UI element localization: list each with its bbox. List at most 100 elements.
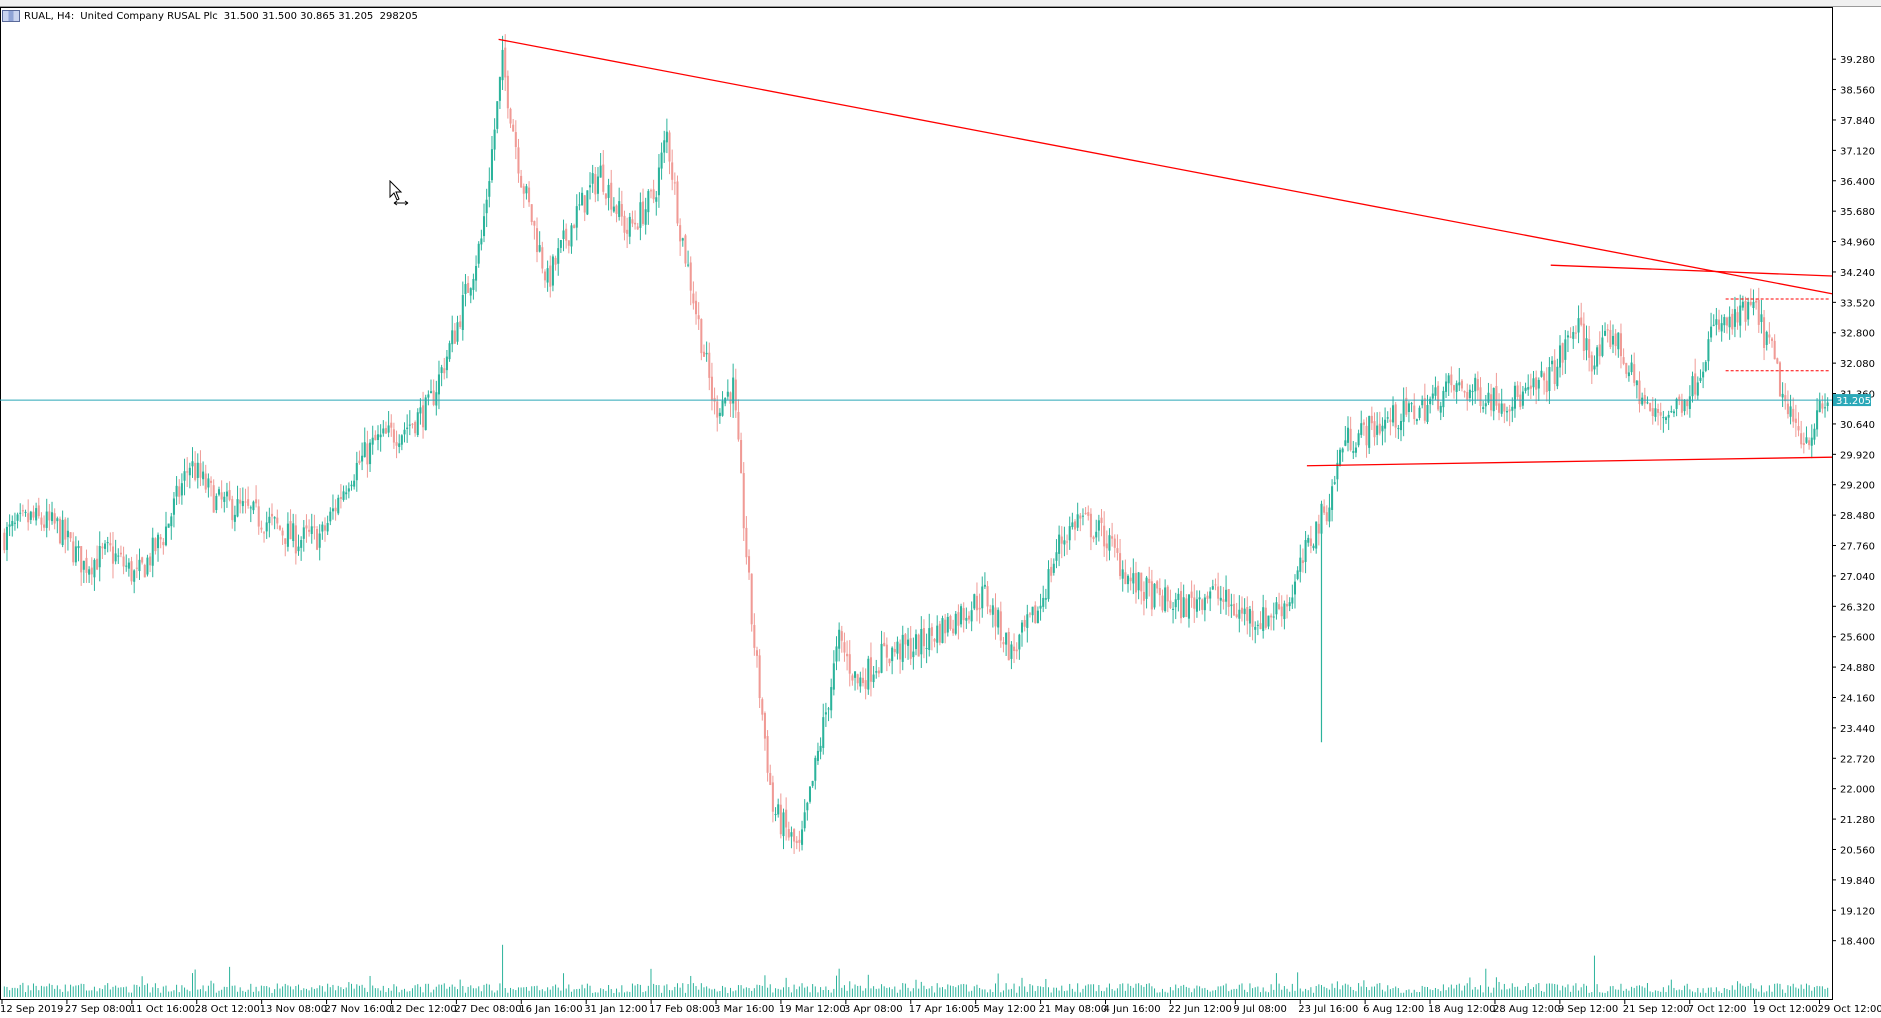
candle-body: [859, 677, 862, 687]
y-tick-label: 35.680: [1840, 207, 1875, 218]
candle-body: [671, 162, 674, 180]
candle-body: [1635, 380, 1638, 386]
candle-body: [1498, 403, 1501, 413]
candle-body: [1527, 387, 1530, 390]
candle-body: [1710, 326, 1713, 338]
y-tick-label: 22.720: [1840, 754, 1875, 765]
candle-body: [1331, 486, 1334, 510]
candle-body: [72, 541, 75, 563]
candle-body: [1084, 512, 1087, 514]
candle-body: [1434, 387, 1437, 396]
candle-body: [1460, 380, 1463, 389]
candle-body: [337, 497, 340, 514]
candle-body: [1315, 521, 1318, 549]
candle-body: [1071, 522, 1074, 528]
candle-body: [1020, 622, 1024, 633]
candle-body: [1638, 380, 1641, 405]
y-tick-label: 30.640: [1840, 420, 1875, 431]
candle-body: [1707, 339, 1710, 362]
candle-body: [538, 245, 541, 252]
candle-body: [106, 542, 109, 544]
candle-body: [53, 513, 56, 524]
candle-body: [376, 434, 380, 441]
candle-body: [1516, 385, 1519, 397]
candle-body: [787, 829, 790, 838]
candle-body: [1447, 375, 1450, 384]
candle-body: [1553, 360, 1556, 384]
candle-body: [429, 391, 433, 394]
candle-body: [1739, 305, 1742, 326]
candle-body: [901, 634, 904, 662]
candle-body: [1606, 329, 1609, 331]
candle-body: [1452, 385, 1456, 391]
candle-body: [1797, 426, 1800, 431]
candle-body: [1654, 408, 1657, 417]
x-tick-label: 9 Jul 08:00: [1233, 1004, 1287, 1015]
candle-body: [551, 256, 554, 286]
candle-body: [1103, 525, 1106, 547]
candle-body: [61, 519, 64, 545]
candle-body: [1646, 402, 1649, 404]
candle-body: [1307, 537, 1310, 543]
candle-body: [626, 229, 629, 234]
candle-body: [1622, 357, 1625, 364]
candle-body: [782, 812, 785, 837]
candle-body: [1699, 377, 1702, 381]
candle-body: [660, 152, 663, 169]
candle-body: [1108, 535, 1111, 551]
candle-body: [1150, 581, 1153, 610]
candle-body: [1243, 608, 1246, 615]
candle-body: [1111, 536, 1114, 539]
candle-body: [737, 411, 740, 440]
candle-body: [419, 407, 422, 414]
candle-body: [1097, 520, 1100, 531]
candle-body: [872, 674, 875, 683]
candle-body: [45, 511, 48, 528]
candle-body: [292, 523, 295, 541]
candle-body: [721, 400, 724, 416]
candle-body: [517, 147, 520, 174]
candle-body: [345, 492, 348, 495]
x-tick-label: 22 Jun 12:00: [1168, 1004, 1232, 1015]
candle-body: [443, 368, 446, 374]
candle-body: [316, 529, 319, 550]
candle-body: [138, 559, 141, 572]
candle-body: [194, 462, 197, 480]
candle-body: [1437, 385, 1440, 410]
candle-body: [697, 315, 700, 320]
candle-body: [1288, 602, 1291, 607]
candle-body: [1715, 319, 1718, 325]
candle-body: [1773, 340, 1776, 360]
candle-body: [718, 412, 721, 417]
candle-body: [1505, 411, 1509, 413]
candle-body: [1439, 405, 1442, 413]
x-tick-label: 3 Apr 08:00: [844, 1004, 903, 1015]
candle-body: [848, 654, 851, 674]
x-tick-label: 3 Mar 16:00: [714, 1004, 774, 1015]
candle-body: [167, 523, 170, 528]
candle-body: [914, 634, 918, 650]
candle-body: [1667, 414, 1670, 418]
candle-body: [475, 265, 478, 281]
candle-body: [1702, 371, 1705, 378]
x-tick-label: 18 Aug 12:00: [1428, 1004, 1495, 1015]
x-tick-label: 31 Jan 12:00: [584, 1004, 647, 1015]
candle-body: [1134, 572, 1137, 593]
candle-body: [509, 108, 512, 124]
candle-body: [832, 663, 835, 690]
candle-body: [122, 556, 125, 567]
candle-body: [1625, 362, 1628, 374]
candle-body: [1256, 624, 1259, 626]
x-tick-label: 5 May 12:00: [974, 1004, 1036, 1015]
candle-body: [922, 628, 925, 647]
candle-body: [1357, 433, 1360, 446]
y-tick-label: 37.840: [1840, 116, 1875, 127]
candle-body: [331, 508, 334, 512]
candle-body: [151, 537, 154, 566]
candle-body: [575, 206, 578, 228]
candle-body: [1381, 425, 1384, 432]
candle-body: [1755, 300, 1758, 303]
candle-body: [1402, 400, 1405, 422]
candle-body: [1333, 482, 1336, 484]
